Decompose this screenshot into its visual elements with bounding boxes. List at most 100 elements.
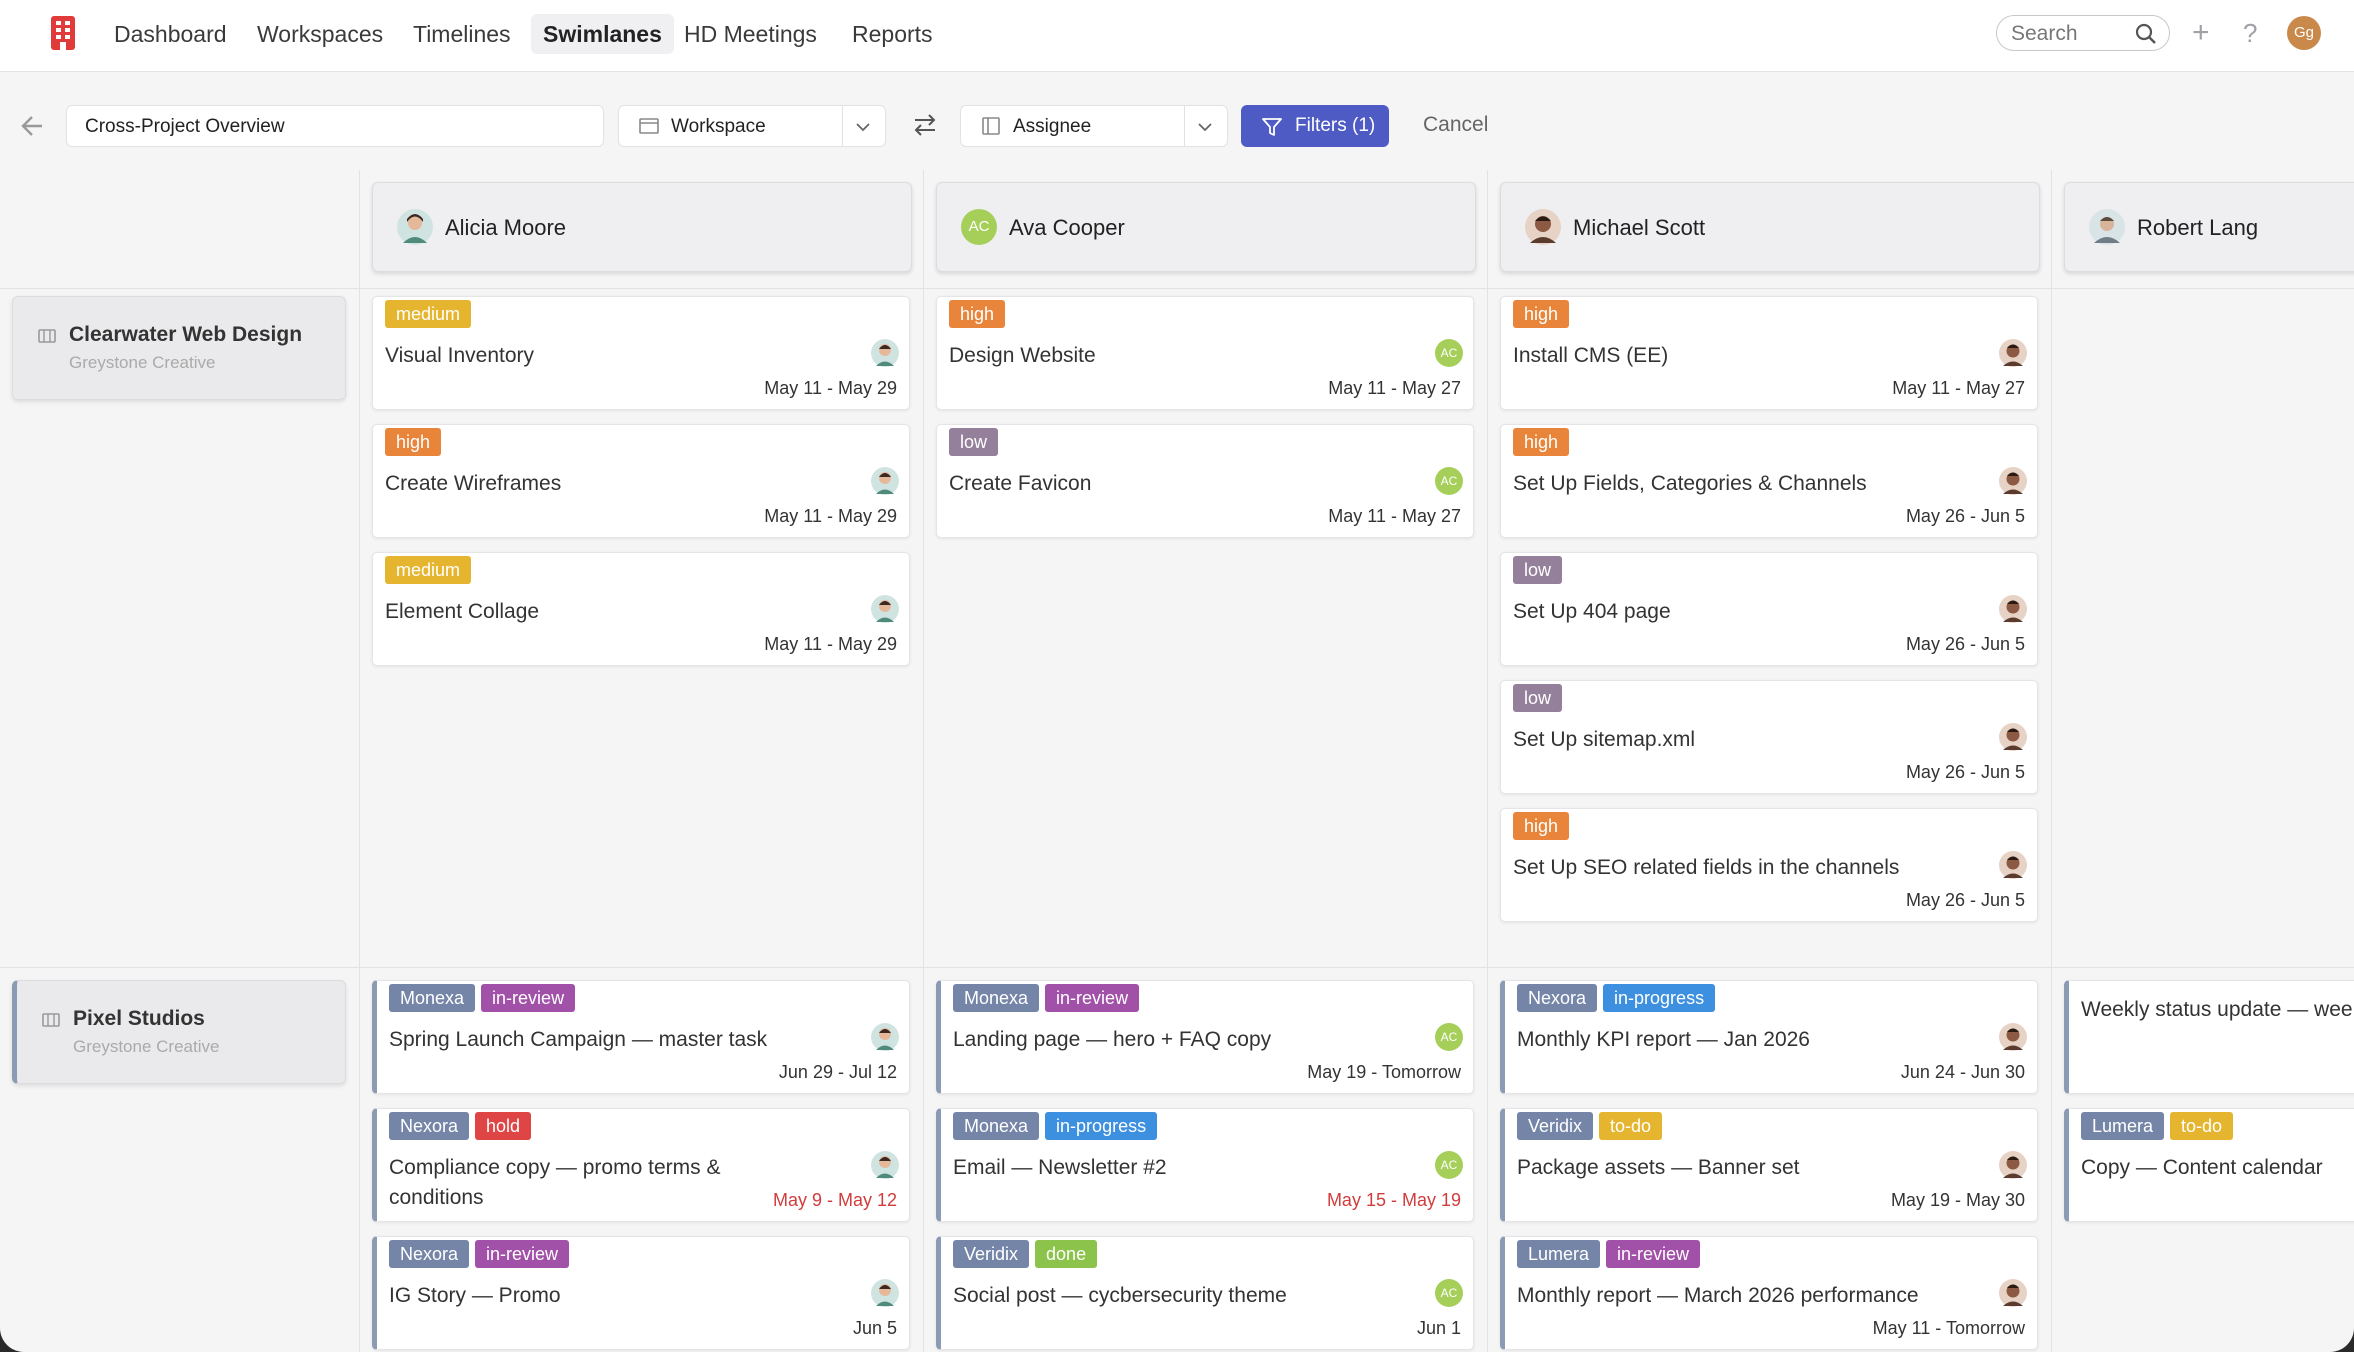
task-card[interactable]: high Set Up Fields, Categories & Channels…: [1500, 424, 2038, 538]
tag-list: high: [1513, 428, 1570, 456]
task-title: Create Favicon: [949, 472, 1092, 495]
task-card[interactable]: Nexora in-progress Monthly KPI report — Ja…: [1500, 980, 2038, 1094]
task-title: Set Up Fields, Categories & Channels: [1513, 472, 1867, 495]
task-date: May 11 - Tomorrow: [1872, 1318, 2025, 1338]
app-logo-icon[interactable]: [48, 14, 78, 52]
tag-badge: Monexa: [389, 984, 476, 1012]
assignee-avatar: [1999, 1151, 2027, 1179]
lane-title: Pixel Studios: [73, 1007, 205, 1030]
task-title: Design Website: [949, 344, 1096, 367]
nav-dashboard[interactable]: Dashboard: [114, 21, 227, 47]
view-name-value: Cross-Project Overview: [85, 116, 285, 137]
task-date: Jun 1: [1416, 1318, 1461, 1338]
assignee-avatar: [1999, 1279, 2027, 1307]
filters-button[interactable]: Filters (1): [1241, 105, 1389, 147]
nav-swimlanes[interactable]: Swimlanes: [531, 14, 674, 54]
row-group-select[interactable]: Workspace: [618, 105, 886, 147]
tag-badge: high: [1513, 812, 1570, 840]
tag-list: Veridix to-do: [1517, 1112, 1663, 1140]
column-header-alicia-moore[interactable]: Alicia Moore: [372, 182, 912, 272]
assignee-avatar: AC: [1435, 1023, 1463, 1051]
assignee-avatar: [1999, 851, 2027, 879]
assignee-name: Robert Lang: [2137, 215, 2259, 240]
avatar: AC: [961, 209, 997, 245]
divider: [0, 967, 2354, 968]
task-title: Install CMS (EE): [1513, 344, 1669, 367]
tag-list: Lumera to-do: [2081, 1112, 2234, 1140]
task-card[interactable]: Lumera in-review Monthly report — March 20…: [1500, 1236, 2038, 1350]
view-name-input[interactable]: Cross-Project Overview: [66, 105, 604, 147]
task-card[interactable]: Monexa in-review Spring Launch Campaign — …: [372, 980, 910, 1094]
nav-reports[interactable]: Reports: [852, 21, 933, 47]
column-header-robert-lang[interactable]: Robert Lang: [2064, 182, 2354, 272]
help-icon[interactable]: ?: [2243, 18, 2258, 48]
column-header-michael-scott[interactable]: Michael Scott: [1500, 182, 2040, 272]
tag-badge: high: [385, 428, 442, 456]
task-card[interactable]: medium Visual Inventory May 11 - May 29: [372, 296, 910, 410]
task-card[interactable]: Veridix to-do Package assets — Banner set M…: [1500, 1108, 2038, 1222]
task-card[interactable]: Lumera to-do Copy — Content calendar: [2064, 1108, 2354, 1222]
cancel-button[interactable]: Cancel: [1423, 113, 1489, 136]
task-card[interactable]: high Set Up SEO related fields in the cha…: [1500, 808, 2038, 922]
task-date: May 26 - Jun 5: [1905, 634, 2025, 654]
divider: [0, 288, 2354, 289]
task-title: Set Up 404 page: [1513, 600, 1671, 623]
tag-badge: in-review: [1606, 1240, 1701, 1268]
task-date: May 26 - Jun 5: [1905, 506, 2025, 526]
add-icon[interactable]: +: [2192, 16, 2210, 49]
tag-badge: low: [1513, 556, 1563, 584]
row-group-value: Workspace: [671, 116, 766, 137]
nav-workspaces[interactable]: Workspaces: [257, 21, 384, 47]
tag-badge: high: [949, 300, 1006, 328]
task-date: May 11 - May 29: [764, 506, 897, 526]
task-card[interactable]: Veridix done Social post — cycbersecurity …: [936, 1236, 1474, 1350]
tag-list: high: [1513, 300, 1570, 328]
lane-header-pixel-studios[interactable]: Pixel Studios Greystone Creative: [12, 980, 346, 1084]
chevron-down-icon: [856, 123, 870, 132]
task-card[interactable]: Monexa in-review Landing page — hero + FAQ…: [936, 980, 1474, 1094]
tag-badge: low: [949, 428, 999, 456]
column-header-ava-cooper[interactable]: AC Ava Cooper: [936, 182, 1476, 272]
task-card[interactable]: Weekly status update — week: [2064, 980, 2354, 1094]
user-avatar[interactable]: Gg: [2287, 16, 2321, 50]
assignee-avatar: AC: [1435, 1151, 1463, 1179]
filters-label: Filters (1): [1295, 115, 1376, 136]
nav-timelines[interactable]: Timelines: [413, 21, 511, 47]
tag-badge: in-review: [481, 984, 576, 1012]
task-title: Monthly report — March 2026 performance: [1517, 1284, 1919, 1307]
assignee-avatar: [871, 1023, 899, 1051]
task-card[interactable]: low Set Up 404 page May 26 - Jun 5: [1500, 552, 2038, 666]
tag-list: Monexa in-review: [389, 984, 576, 1012]
task-card[interactable]: Monexa in-progress Email — Newsletter #2 Ma…: [936, 1108, 1474, 1222]
task-card[interactable]: low Set Up sitemap.xml May 26 - Jun 5: [1500, 680, 2038, 794]
tag-badge: to-do: [2170, 1112, 2234, 1140]
task-date: May 15 - May 19: [1326, 1190, 1461, 1210]
tag-list: medium: [385, 300, 472, 328]
task-title: Monthly KPI report — Jan 2026: [1517, 1028, 1810, 1051]
divider: [1184, 106, 1185, 146]
task-card[interactable]: medium Element Collage May 11 - May 29: [372, 552, 910, 666]
task-title: Element Collage: [385, 600, 540, 623]
task-date: Jun 5: [852, 1318, 897, 1338]
search-input[interactable]: Search: [1996, 15, 2170, 51]
tag-badge: in-progress: [1045, 1112, 1158, 1140]
tag-badge: Lumera: [2081, 1112, 2165, 1140]
task-title: IG Story — Promo: [389, 1284, 561, 1307]
nav-hd-meetings[interactable]: HD Meetings: [684, 21, 817, 47]
swap-axes-icon[interactable]: [912, 112, 938, 138]
task-card[interactable]: low Create Favicon May 11 - May 27 AC: [936, 424, 1474, 538]
tag-list: high: [385, 428, 442, 456]
assignee-avatar: [871, 1151, 899, 1179]
tag-list: Lumera in-review: [1517, 1240, 1701, 1268]
task-card[interactable]: high Create Wireframes May 11 - May 29: [372, 424, 910, 538]
lane-header-clearwater-web-design[interactable]: Clearwater Web Design Greystone Creative: [12, 296, 346, 400]
back-arrow-icon[interactable]: [20, 111, 46, 141]
column-group-select[interactable]: Assignee: [960, 105, 1228, 147]
task-card[interactable]: Nexora in-review IG Story — Promo Jun 5: [372, 1236, 910, 1350]
task-card[interactable]: high Install CMS (EE) May 11 - May 27: [1500, 296, 2038, 410]
task-card[interactable]: high Design Website May 11 - May 27 AC: [936, 296, 1474, 410]
task-card[interactable]: Nexora hold Compliance copy — promo terms …: [372, 1108, 910, 1222]
avatar: [397, 209, 433, 245]
divider: [1487, 170, 1488, 1352]
assignee-avatar: AC: [1435, 467, 1463, 495]
